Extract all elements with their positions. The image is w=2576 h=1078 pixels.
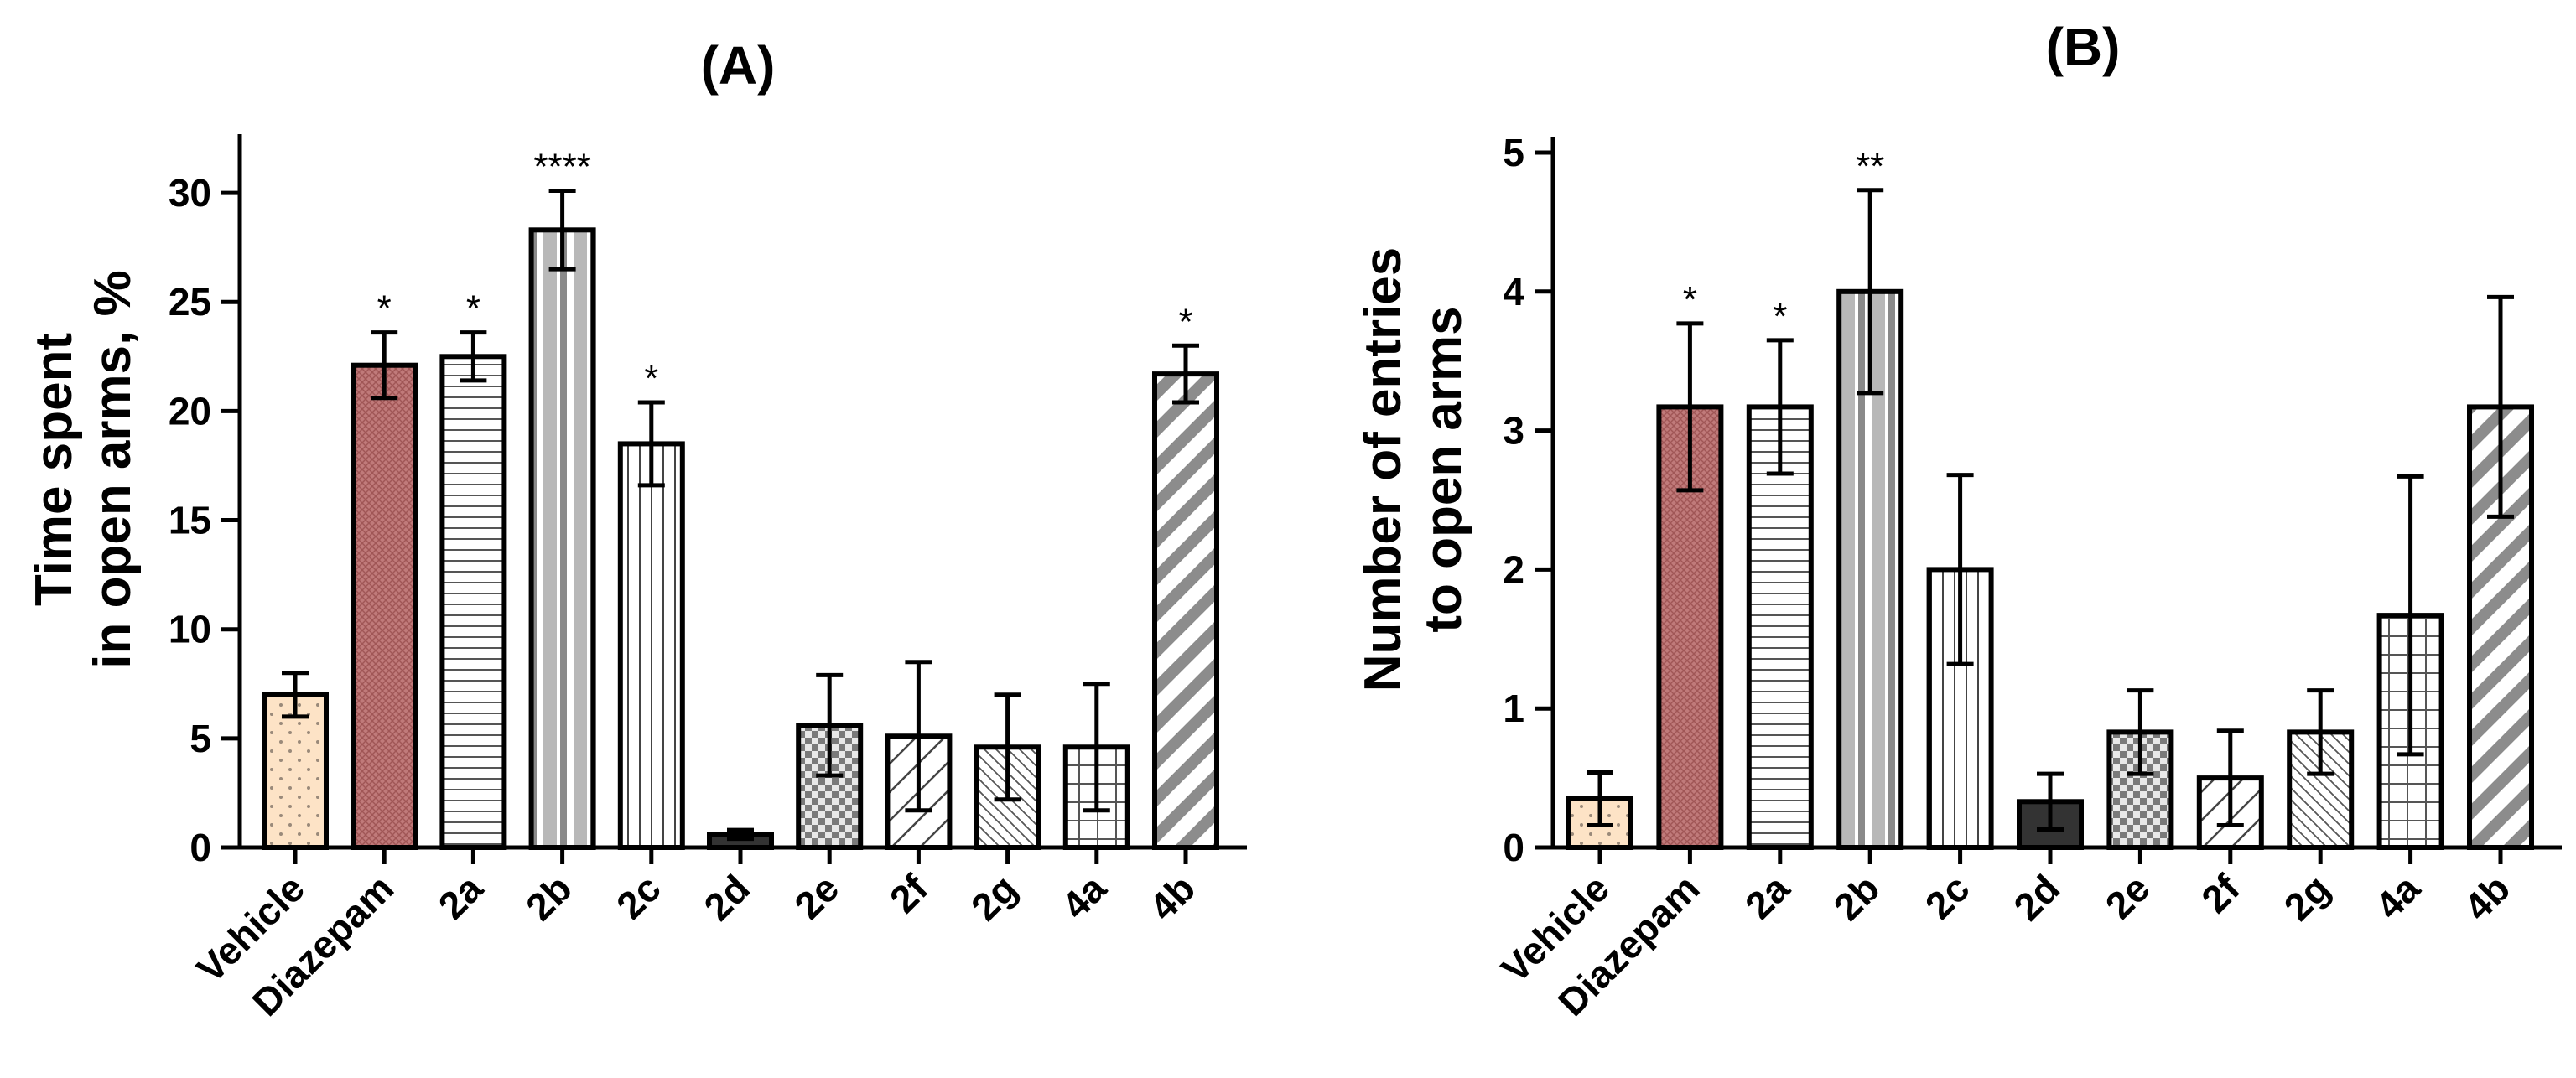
panel-b-y-tick-label: 2 bbox=[1503, 547, 1524, 591]
panel-a-category-label-2b: 2b bbox=[517, 866, 580, 929]
panel-a-chart: (A) Time spent in open arms, % 0 5 10 15 20 25 30… bbox=[25, 35, 1247, 1024]
panel-b-y-axis-label-line-1: Number of entries bbox=[1354, 247, 1412, 692]
panel-b-y-tick-label: 0 bbox=[1503, 826, 1524, 869]
panel-b-category-label-2g: 2g bbox=[2276, 866, 2339, 929]
panel-a-y-tick-label: 5 bbox=[190, 717, 211, 760]
panel-a-significance-2c: * bbox=[644, 358, 658, 399]
panel-a-bar-2a bbox=[439, 354, 507, 850]
panel-a-category-label-2g: 2g bbox=[963, 866, 1026, 929]
panel-a-y-tick-label: 10 bbox=[169, 608, 211, 651]
panel-a-y-axis-label-line-1: Time spent bbox=[25, 333, 83, 606]
panel-b-category-label-2c: 2c bbox=[1917, 866, 1978, 927]
panel-a-category-label-2f: 2f bbox=[881, 866, 937, 921]
panel-b-chart: (B)Number of entries to open arms012345Ve… bbox=[1354, 17, 2562, 1024]
panel-a-y-axis-label-line-2: in open arms, % bbox=[84, 270, 142, 668]
panel-b-category-label-2d: 2d bbox=[2005, 866, 2068, 929]
panel-a-y-tick-label: 30 bbox=[169, 171, 211, 215]
panel-a-bar-4b bbox=[1152, 371, 1219, 850]
panel-b-significance-2a: * bbox=[1773, 296, 1787, 337]
panel-a-title: (A) bbox=[701, 35, 776, 96]
panel-b-y-tick-label: 4 bbox=[1503, 270, 1524, 314]
panel-b-title: (B) bbox=[2046, 17, 2121, 77]
panel-b-y-axis-label-line-2: to open arms bbox=[1415, 306, 1472, 632]
panel-a-significance-2b: **** bbox=[533, 146, 591, 187]
panel-b-y-tick-label: 5 bbox=[1503, 131, 1524, 174]
panel-a-y-tick-label: 0 bbox=[190, 826, 211, 869]
panel-a-category-label-4b: 4b bbox=[1140, 866, 1203, 929]
panel-a-y-tick-label: 25 bbox=[169, 280, 211, 324]
panel-a-category-label-2e: 2e bbox=[786, 866, 847, 927]
panel-a-significance-diazepam: * bbox=[377, 288, 392, 329]
panel-a-bar-2b bbox=[528, 227, 596, 850]
panel-b-y-tick-label: 1 bbox=[1503, 687, 1524, 730]
panel-a-significance-2a: * bbox=[466, 288, 480, 329]
panel-b-category-label-2f: 2f bbox=[2193, 866, 2248, 921]
panel-b-category-label-2e: 2e bbox=[2097, 866, 2158, 927]
panel-a-category-label-4a: 4a bbox=[1053, 866, 1114, 927]
panel-a-category-label-2d: 2d bbox=[695, 866, 758, 929]
panel-a-y-tick-label: 20 bbox=[169, 389, 211, 433]
panel-b-significance-2b: ** bbox=[1856, 146, 1884, 187]
panel-b-category-label-4a: 4a bbox=[2367, 866, 2428, 927]
panel-a-bar-diazepam bbox=[351, 362, 418, 851]
panel-b-category-label-2b: 2b bbox=[1826, 866, 1888, 929]
panel-a-category-label-2a: 2a bbox=[430, 866, 491, 927]
panel-b-significance-diazepam: * bbox=[1683, 279, 1697, 320]
panel-a-y-tick-label: 15 bbox=[169, 499, 211, 542]
panel-a-category-label-2c: 2c bbox=[608, 866, 669, 927]
panel-b-category-label-2a: 2a bbox=[1737, 866, 1798, 927]
panel-a-significance-4b: * bbox=[1178, 301, 1192, 342]
panel-b-category-label-4b: 4b bbox=[2455, 866, 2518, 929]
panel-a-bar-2c bbox=[617, 441, 685, 850]
panel-b-y-tick-label: 3 bbox=[1503, 409, 1524, 453]
